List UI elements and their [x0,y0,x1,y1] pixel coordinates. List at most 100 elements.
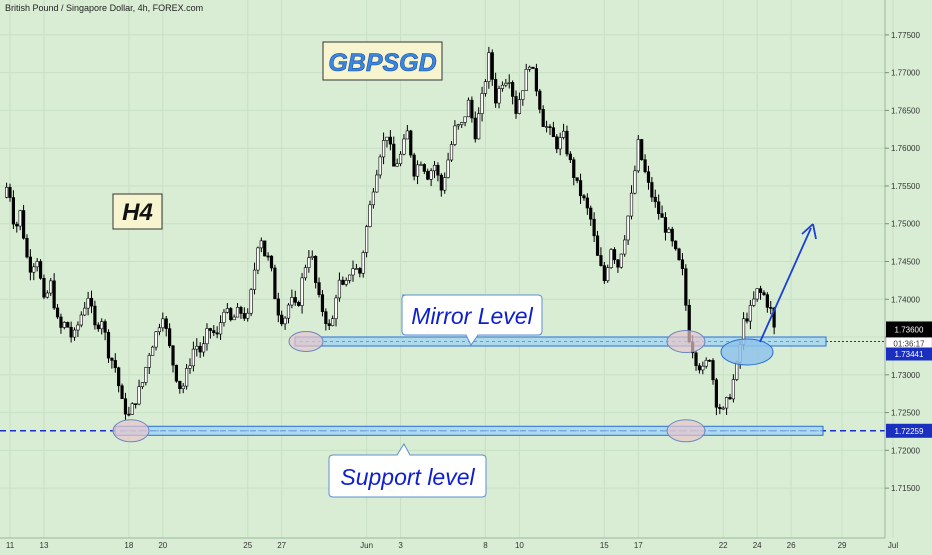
candle-body [327,323,331,326]
candle-body [276,298,280,316]
candle [337,272,342,302]
candle-body [449,144,454,161]
candle [154,331,158,351]
candle [466,97,471,118]
candle-body [643,159,647,173]
candle-body [772,307,776,328]
candle [487,46,491,89]
candle [494,72,498,108]
candle-body [280,314,284,325]
candle [456,123,460,130]
candle-body [72,329,77,338]
candle [375,169,379,193]
candle-body [273,267,277,300]
candle-body [697,365,702,371]
x-tick-label: 17 [634,541,643,550]
mirror-level-callout [401,294,543,346]
candle-body [168,328,172,347]
candle-body [633,170,637,194]
candle [246,308,250,322]
candle-body [83,307,87,316]
candle [497,85,501,109]
candle-body [663,217,668,233]
candle [327,319,331,330]
candle [171,345,175,373]
candle-body [314,255,318,283]
candle-body [297,302,301,306]
candle-body [429,170,433,180]
symbol-label-text: GBPSGD [328,49,436,77]
candle [49,277,53,296]
candle [714,377,718,416]
candle-body [300,277,304,306]
candle-body [405,130,409,140]
candle [25,234,29,259]
candle [28,249,32,281]
x-tick-label: 24 [753,541,762,550]
candle [670,226,674,247]
candle [96,322,100,332]
candle-body [35,261,39,268]
candle-body [616,259,620,268]
candle [660,205,664,218]
candle [477,107,481,140]
candle [765,292,769,313]
candle-body [286,304,291,319]
candle-body [178,380,182,389]
candle [701,361,705,375]
candle [361,250,365,278]
candle [511,80,515,105]
candle-body [205,328,209,345]
candle [731,374,735,403]
y-tick-label: 1.74000 [891,295,920,304]
candle [225,302,229,314]
candle [35,257,39,272]
candle [341,276,345,286]
candle-body [551,127,555,138]
candle-body [320,294,325,312]
candle [589,205,593,226]
candle-body [164,318,168,329]
countdown-value: 01:36:17 [893,339,925,348]
candle [103,319,107,341]
candle-body [466,99,471,118]
candle-body [704,359,708,367]
candle-body [96,324,100,330]
candle-body [398,153,403,165]
candle [578,173,583,204]
candle-body [235,307,240,318]
candle-body [351,268,355,276]
candle-body [524,69,528,91]
candle-body [38,261,43,279]
candle-body [242,313,246,319]
candle [317,277,321,298]
candle-body [426,171,430,180]
candle-body [504,82,508,86]
candle-body [89,297,94,307]
candle [483,79,488,97]
x-tick-label: 11 [6,541,15,550]
candle-body [640,139,644,161]
candle-body [100,321,104,330]
candle-body [62,322,66,328]
candle-body [269,255,274,269]
candle-body [134,403,138,405]
candle-body [548,126,552,128]
y-tick-label: 1.77500 [891,31,920,40]
candle [181,382,185,394]
candle-body [198,345,202,353]
candle-body [151,346,155,356]
candle-body [667,228,671,233]
candle-body [395,163,399,167]
timeframe-label-text: H4 [122,199,153,226]
candle [256,246,260,275]
candle [507,74,511,89]
candle [283,316,287,330]
candle-body [650,182,654,198]
candle [653,189,657,208]
y-tick-label: 1.75000 [891,220,920,229]
candle [297,300,301,307]
candle-body [45,292,49,298]
candle-body [348,274,352,281]
